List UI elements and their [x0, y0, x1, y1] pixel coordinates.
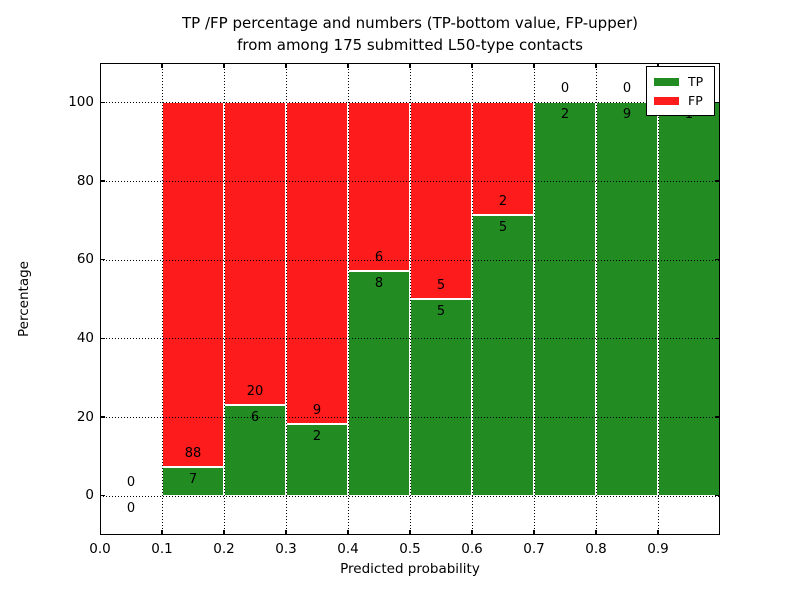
bar-count-label-tp: 5 — [436, 304, 446, 319]
bar-segment-fp — [224, 102, 286, 405]
plot-area: 0088720692685525020901 — [100, 63, 720, 535]
x-gridline — [410, 63, 411, 535]
bar-count-label-fp: 0 — [126, 474, 136, 490]
bar-segment-tp — [472, 214, 534, 496]
bar-segment-tp — [596, 102, 658, 496]
fp-legend-swatch — [654, 96, 679, 105]
x-axis-label: Predicted probability — [340, 561, 480, 577]
tick-mark — [223, 63, 225, 68]
bar-count-label-fp: 2 — [498, 193, 508, 209]
tick-mark — [715, 180, 720, 182]
tick-mark — [715, 494, 720, 497]
tick-mark — [657, 530, 659, 535]
bar-segment-tp — [534, 102, 596, 496]
tick-mark — [285, 530, 287, 535]
bar-segment-tp — [286, 424, 348, 496]
x-tick-label: 0.2 — [213, 541, 235, 557]
tick-mark — [347, 63, 349, 68]
tick-mark — [471, 530, 473, 535]
tick-mark — [471, 63, 473, 68]
x-tick-label: 0.6 — [461, 541, 483, 557]
bar-segment-fp — [286, 102, 348, 425]
bar-segment-fp — [348, 102, 410, 271]
x-tick-label: 0.4 — [337, 541, 359, 557]
bar-count-label-tp: 9 — [622, 107, 632, 123]
tick-mark — [657, 63, 659, 68]
bar-count-label-fp: 5 — [436, 278, 446, 293]
tick-mark — [161, 530, 163, 535]
x-tick-label: 0.0 — [89, 541, 111, 557]
tick-mark — [100, 337, 105, 340]
x-gridline — [534, 63, 535, 535]
bar-count-label-fp: 0 — [560, 81, 570, 97]
bar-count-label-fp: 9 — [312, 403, 322, 419]
legend: TP FP — [646, 66, 715, 116]
tick-mark — [100, 180, 105, 182]
legend-item-tp: TP — [654, 74, 707, 89]
tick-mark — [100, 101, 105, 104]
legend-item-fp: FP — [654, 93, 707, 108]
tick-mark — [715, 337, 720, 340]
tick-mark — [223, 530, 225, 535]
chart-title-line2: from among 175 submitted L50-type contac… — [237, 36, 583, 54]
bar-count-label-fp: 6 — [374, 249, 384, 265]
chart-title: TP /FP percentage and numbers (TP-bottom… — [100, 12, 720, 56]
bar-count-label-tp: 6 — [250, 409, 260, 425]
tick-mark — [161, 63, 163, 68]
x-gridline — [472, 63, 473, 535]
x-tick-label: 0.9 — [647, 541, 669, 557]
y-tick-label: 40 — [76, 329, 94, 346]
x-gridline — [286, 63, 287, 535]
y-tick-label: 80 — [76, 172, 94, 189]
y-tick-label: 0 — [85, 487, 94, 504]
x-tick-label: 0.3 — [275, 541, 297, 557]
tick-mark — [100, 494, 105, 497]
tick-mark — [715, 101, 720, 104]
y-tick-label: 100 — [68, 93, 94, 110]
x-gridline — [348, 63, 349, 535]
tick-mark — [533, 63, 535, 68]
x-gridline — [162, 63, 163, 535]
bar-count-label-fp: 0 — [622, 81, 632, 97]
tick-mark — [347, 530, 349, 535]
tick-mark — [100, 416, 105, 418]
legend-label-fp: FP — [688, 93, 703, 108]
x-gridline — [596, 63, 597, 535]
x-gridline — [658, 63, 659, 535]
tick-mark — [715, 258, 720, 261]
bar-segment-fp — [410, 102, 472, 299]
bar-count-label-tp: 7 — [188, 471, 198, 487]
tick-mark — [595, 63, 597, 68]
tick-mark — [409, 63, 411, 68]
bar-segment-tp — [410, 299, 472, 496]
bar-count-label-fp: 88 — [184, 445, 202, 461]
tick-mark — [595, 530, 597, 535]
bar-segment-tp — [348, 270, 410, 496]
x-tick-label: 0.5 — [399, 541, 421, 557]
tick-mark — [533, 530, 535, 535]
tp-legend-swatch — [654, 77, 679, 86]
tick-mark — [285, 63, 287, 68]
bar-count-label-tp: 8 — [374, 275, 384, 291]
chart-title-line1: TP /FP percentage and numbers (TP-bottom… — [182, 14, 638, 32]
bar-segment-fp — [162, 102, 224, 467]
tick-mark — [715, 416, 720, 418]
x-tick-label: 0.1 — [151, 541, 173, 557]
legend-label-tp: TP — [688, 74, 704, 89]
bar-count-label-tp: 5 — [498, 219, 508, 235]
bar-count-label-tp: 2 — [312, 429, 322, 445]
tick-mark — [100, 258, 105, 261]
bar-segment-tp — [658, 102, 720, 496]
x-gridline — [224, 63, 225, 535]
bar-count-label-fp: 20 — [246, 383, 264, 399]
y-tick-label: 60 — [76, 251, 94, 268]
x-tick-label: 0.8 — [585, 541, 607, 557]
x-tick-label: 0.7 — [523, 541, 545, 557]
y-tick-label: 20 — [76, 408, 94, 425]
bar-count-label-tp: 0 — [126, 500, 136, 516]
tick-mark — [409, 530, 411, 535]
bar-count-label-tp: 2 — [560, 107, 570, 123]
y-axis-label: Percentage — [16, 261, 32, 337]
